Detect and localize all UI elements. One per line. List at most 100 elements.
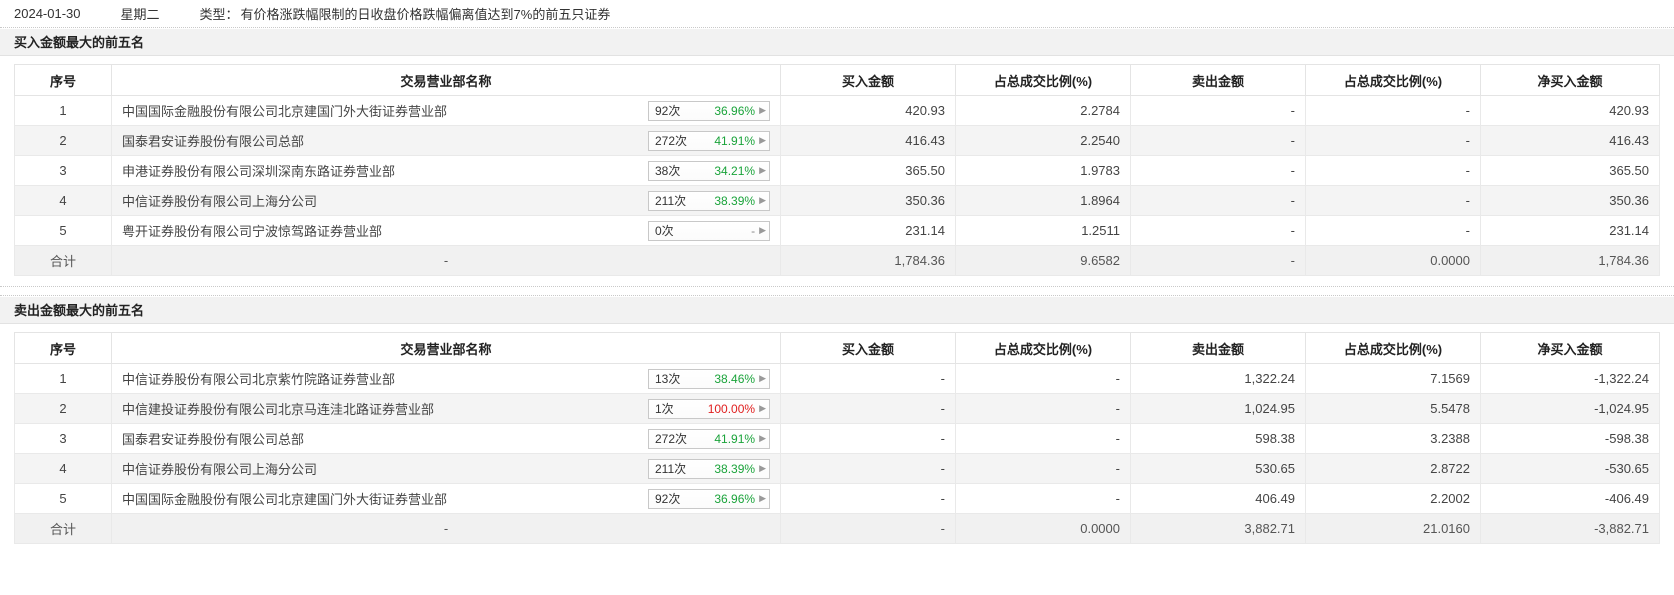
badge-rate: 38.46%	[714, 371, 756, 386]
sell-amount: 406.49	[1130, 483, 1306, 514]
table-row: 4 中信证券股份有限公司上海分公司 211次 38.39% ▶ - -530.65 2.872…	[14, 453, 1660, 484]
table-total-row: 合计 - -0.0000 3,882.71 21.0160 -3,882.71	[14, 513, 1660, 544]
branch-cell: 申港证券股份有限公司深圳深南东路证券营业部 38次 34.21% ▶	[111, 155, 781, 186]
badge-count: 272次	[655, 133, 688, 148]
badge-count: 211次	[655, 461, 687, 476]
badge-rate: 36.96%	[714, 103, 756, 118]
sell-table-body: 1 中信证券股份有限公司北京紫竹院路证券营业部 13次 38.46% ▶ - -1,322.…	[14, 363, 1660, 544]
badge-rate: 38.39%	[714, 461, 756, 476]
branch-stats-badge[interactable]: 92次 36.96% ▶	[648, 488, 770, 509]
chevron-right-icon[interactable]: ▶	[759, 493, 766, 503]
branch-name: 中信建投证券股份有限公司北京马连洼北路证券营业部	[122, 402, 435, 417]
chevron-right-icon[interactable]: ▶	[759, 135, 766, 145]
col-net-buy: 净买入金额	[1480, 332, 1660, 364]
branch-cell: 国泰君安证券股份有限公司总部 272次 41.91% ▶	[111, 423, 781, 454]
sell-ratio: -	[1305, 125, 1481, 156]
branch-stats-badge[interactable]: 38次 34.21% ▶	[648, 160, 770, 181]
sell-ratio: 7.1569	[1305, 363, 1481, 394]
branch-cell: 粤开证券股份有限公司宁波惊驾路证券营业部 0次 - ▶	[111, 215, 781, 246]
sell-ratio: 2.8722	[1305, 453, 1481, 484]
row-index: 4	[14, 185, 112, 216]
col-sell-amount: 卖出金额	[1130, 332, 1306, 364]
table-row: 1 中信证券股份有限公司北京紫竹院路证券营业部 13次 38.46% ▶ - -1,322.…	[14, 363, 1660, 394]
meta-bar: 2024-01-30 星期二 类型： 有价格涨跌幅限制的日收盘价格跌幅偏离值达到…	[0, 0, 1674, 28]
chevron-right-icon[interactable]: ▶	[759, 373, 766, 383]
branch-stats-badge[interactable]: 0次 - ▶	[648, 220, 770, 241]
badge-count: 211次	[655, 193, 687, 208]
chevron-right-icon[interactable]: ▶	[759, 225, 766, 235]
branch-stats-badge[interactable]: 272次 41.91% ▶	[648, 130, 770, 151]
branch-stats-badge[interactable]: 211次 38.39% ▶	[648, 458, 770, 479]
chevron-right-icon[interactable]: ▶	[759, 433, 766, 443]
net-buy-amount: 420.93	[1480, 95, 1660, 126]
branch-stats-badge[interactable]: 13次 38.46% ▶	[648, 368, 770, 389]
net-buy-amount: 365.50	[1480, 155, 1660, 186]
branch-row-content: 国泰君安证券股份有限公司总部 272次 41.91% ▶	[122, 126, 770, 155]
branch-name: 申港证券股份有限公司深圳深南东路证券营业部	[122, 164, 396, 179]
table-row: 4 中信证券股份有限公司上海分公司 211次 38.39% ▶ 350.36 1.8964-…	[14, 185, 1660, 216]
badge-rate: 34.21%	[714, 163, 756, 178]
col-branch: 交易营业部名称	[111, 332, 781, 364]
col-net-buy: 净买入金额	[1480, 64, 1660, 96]
row-index: 5	[14, 215, 112, 246]
branch-name: 中国国际金融股份有限公司北京建国门外大街证券营业部	[122, 104, 448, 119]
chevron-right-icon[interactable]: ▶	[759, 165, 766, 175]
chevron-right-icon[interactable]: ▶	[759, 105, 766, 115]
col-buy-amount: 买入金额	[780, 332, 956, 364]
net-buy-amount: 350.36	[1480, 185, 1660, 216]
buy-ratio: -	[955, 483, 1131, 514]
buy-amount: 365.50	[780, 155, 956, 186]
badge-count: 13次	[655, 371, 681, 386]
weekday: 星期二	[120, 7, 160, 22]
branch-cell: 中信证券股份有限公司上海分公司 211次 38.39% ▶	[111, 453, 781, 484]
sell-table: 序号 交易营业部名称 买入金额 占总成交比例(%) 卖出金额 占总成交比例(%)…	[14, 332, 1660, 544]
branch-stats-badge[interactable]: 1次 100.00% ▶	[648, 398, 770, 419]
chevron-right-icon[interactable]: ▶	[759, 195, 766, 205]
net-buy-amount: -3,882.71	[1480, 513, 1660, 544]
sell-section-title: 卖出金额最大的前五名	[0, 296, 1674, 324]
net-buy-amount: 1,784.36	[1480, 245, 1660, 276]
chevron-right-icon[interactable]: ▶	[759, 463, 766, 473]
branch-row-content: 中信证券股份有限公司上海分公司 211次 38.39% ▶	[122, 186, 770, 215]
sell-amount: -	[1130, 185, 1306, 216]
buy-ratio: -	[955, 393, 1131, 424]
col-index: 序号	[14, 64, 112, 96]
badge-count: 38次	[655, 163, 681, 178]
branch-row-content: 中信证券股份有限公司上海分公司 211次 38.39% ▶	[122, 454, 770, 483]
branch-name: 中国国际金融股份有限公司北京建国门外大街证券营业部	[122, 492, 448, 507]
buy-amount: -	[780, 363, 956, 394]
buy-table-wrap: 序号 交易营业部名称 买入金额 占总成交比例(%) 卖出金额 占总成交比例(%)…	[0, 56, 1674, 286]
table-row: 3 国泰君安证券股份有限公司总部 272次 41.91% ▶ - -598.38 3.2388…	[14, 423, 1660, 454]
branch-cell: 中信建投证券股份有限公司北京马连洼北路证券营业部 1次 100.00% ▶	[111, 393, 781, 424]
sell-amount: -	[1130, 95, 1306, 126]
row-index: 1	[14, 95, 112, 126]
buy-ratio: 0.0000	[955, 513, 1131, 544]
branch-row-content: 中国国际金融股份有限公司北京建国门外大街证券营业部 92次 36.96% ▶	[122, 96, 770, 125]
buy-ratio: 1.2511	[955, 215, 1131, 246]
table-row: 2 国泰君安证券股份有限公司总部 272次 41.91% ▶ 416.43 2.2540- -…	[14, 125, 1660, 156]
branch-row-content: 申港证券股份有限公司深圳深南东路证券营业部 38次 34.21% ▶	[122, 156, 770, 185]
branch-name: 粤开证券股份有限公司宁波惊驾路证券营业部	[122, 224, 383, 239]
sell-amount: 1,322.24	[1130, 363, 1306, 394]
chevron-right-icon[interactable]: ▶	[759, 403, 766, 413]
buy-amount: 1,784.36	[780, 245, 956, 276]
sell-section: 卖出金额最大的前五名 序号 交易营业部名称 买入金额 占总成交比例(%) 卖出金…	[0, 296, 1674, 554]
branch-stats-badge[interactable]: 272次 41.91% ▶	[648, 428, 770, 449]
trade-date: 2024-01-30	[14, 6, 81, 21]
row-index: 2	[14, 393, 112, 424]
branch-row-content: 粤开证券股份有限公司宁波惊驾路证券营业部 0次 - ▶	[122, 216, 770, 245]
branch-stats-badge[interactable]: 211次 38.39% ▶	[648, 190, 770, 211]
badge-count: 1次	[655, 401, 674, 416]
row-index: 4	[14, 453, 112, 484]
buy-amount: 420.93	[780, 95, 956, 126]
branch-stats-badge[interactable]: 92次 36.96% ▶	[648, 100, 770, 121]
buy-amount: 416.43	[780, 125, 956, 156]
buy-ratio: 1.9783	[955, 155, 1131, 186]
sell-amount: 1,024.95	[1130, 393, 1306, 424]
sell-amount: -	[1130, 215, 1306, 246]
section-divider	[0, 286, 1674, 296]
total-label: 合计	[14, 513, 112, 544]
col-sell-ratio: 占总成交比例(%)	[1305, 332, 1481, 364]
badge-rate: 41.91%	[714, 133, 756, 148]
badge-rate: 100.00%	[707, 401, 756, 416]
